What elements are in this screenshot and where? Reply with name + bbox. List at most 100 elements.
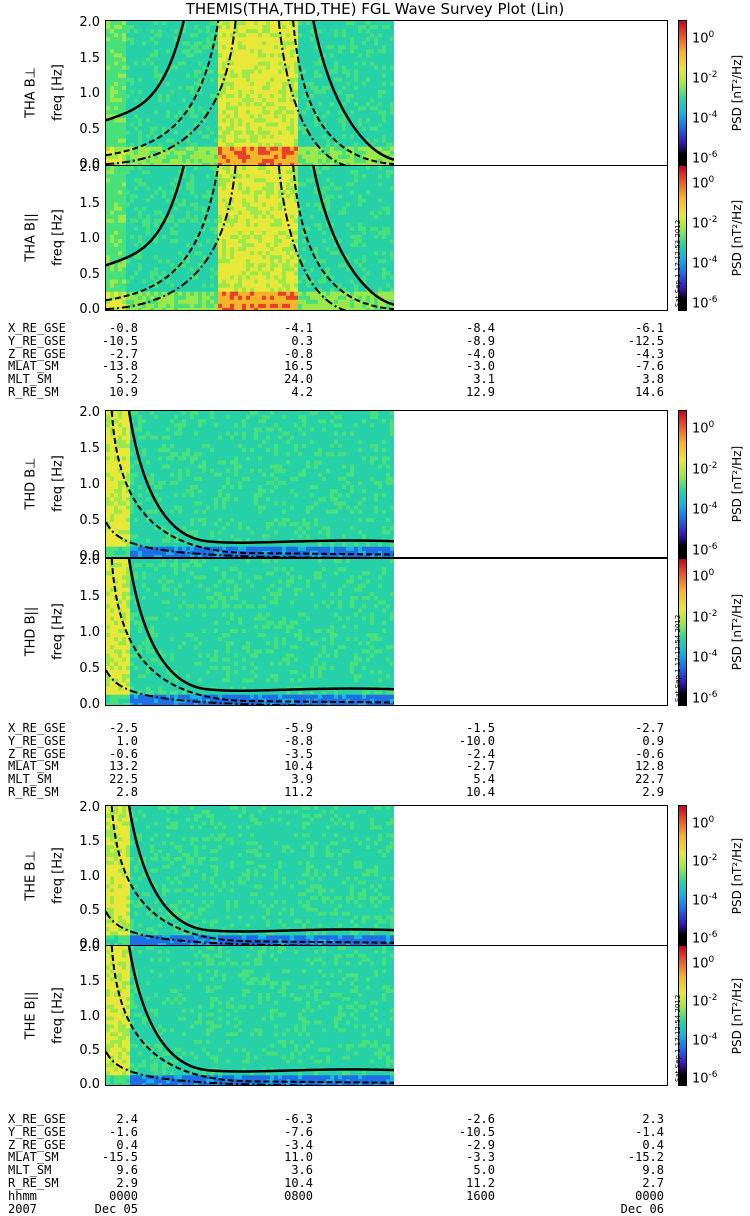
spectrogram-cell [150, 292, 155, 297]
spectrogram-cell [174, 203, 179, 208]
spectrogram-cell [286, 174, 291, 179]
spectrogram-cell [350, 143, 355, 148]
spectrogram-cell [318, 21, 323, 26]
spectrogram-cell [146, 280, 151, 285]
spectrogram-cell [106, 170, 111, 175]
spectrogram-cell [166, 223, 171, 228]
spectrogram-cell [342, 243, 347, 248]
spectrogram-cell [266, 143, 271, 148]
spectrogram-cell [342, 190, 347, 195]
spectrogram-cell [118, 198, 123, 203]
spectrogram-cell [342, 267, 347, 272]
spectrogram-cell [158, 66, 163, 71]
spectrogram-cell [126, 66, 131, 71]
spectrogram-cell [282, 271, 287, 276]
spectrogram-cell [258, 280, 263, 285]
spectrogram-cell [262, 147, 267, 152]
spectrogram-cell [218, 215, 223, 220]
spectrogram-cell [118, 251, 123, 256]
spectrogram-cell [354, 37, 359, 42]
spectrogram-cell [222, 98, 227, 103]
spectrogram-cell [250, 198, 255, 203]
spectrogram-cell [210, 235, 215, 240]
spectrogram-cell [354, 215, 359, 220]
spectrogram-cell [170, 247, 175, 252]
spectrogram-cell [294, 159, 299, 164]
spectrogram-cell [322, 284, 327, 289]
spectrogram-cell [146, 151, 151, 156]
spectrogram-cell [342, 235, 347, 240]
spectrogram-cell [346, 25, 351, 30]
spectrogram-cell [250, 300, 255, 305]
spectrogram-cell [270, 155, 275, 160]
spectrogram-cell [390, 135, 394, 140]
spectrogram-cell [142, 66, 147, 71]
spectrogram-cell [234, 251, 239, 256]
spectrogram-cell [114, 49, 119, 54]
spectrogram-cell [242, 243, 247, 248]
spectrogram-cell [338, 135, 343, 140]
spectrogram-cell [298, 227, 303, 232]
spectrogram-cell [278, 271, 283, 276]
spectrogram-cell [254, 219, 259, 224]
spectrogram-cell [130, 288, 135, 293]
spectrogram-cell [150, 25, 155, 30]
spectrogram-cell [382, 106, 387, 111]
spectrogram-cell [242, 122, 247, 127]
spectrogram-cell [274, 143, 279, 148]
spectrogram-cell [270, 239, 275, 244]
spectrogram-cell [278, 98, 283, 103]
spectrogram-cell [278, 247, 283, 252]
spectrogram-cell [142, 25, 147, 30]
spectrogram-cell [342, 53, 347, 58]
spectrogram-cell [258, 190, 263, 195]
spectrogram-cell [350, 170, 355, 175]
spectrogram-cell [290, 126, 295, 131]
spectrogram-cell [246, 94, 251, 99]
spectrogram-cell [218, 37, 223, 42]
spectrogram-cell [262, 41, 267, 46]
spectrogram-cell [194, 74, 199, 79]
spectrogram-cell [162, 267, 167, 272]
spectrogram-cell [298, 182, 303, 187]
spectrogram-cell [362, 58, 367, 63]
spectrogram-cell [282, 118, 287, 123]
spectrogram-cell [202, 29, 207, 34]
colorbar-tick: 10-4 [692, 109, 718, 125]
spectrogram-cell [142, 219, 147, 224]
spectrogram-cell [286, 98, 291, 103]
spectrogram-cell [230, 292, 235, 297]
spectrogram-cell [142, 292, 147, 297]
spectrogram-cell [262, 251, 267, 256]
spectrogram-cell [274, 235, 279, 240]
spectrogram-cell [270, 255, 275, 260]
spectrogram-cell [134, 276, 139, 281]
spectrogram-cell [294, 166, 299, 171]
spectrogram-cell [338, 25, 343, 30]
spectrogram-cell [374, 29, 379, 34]
spectrogram-cell [262, 143, 267, 148]
spectrogram-cell [162, 49, 167, 54]
spectrogram-cell [154, 267, 159, 272]
spectrogram-cell [162, 186, 167, 191]
spectrogram-cell [166, 25, 171, 30]
spectrogram-cell [154, 66, 159, 71]
spectrogram-cell [354, 304, 359, 309]
spectrogram-cell [238, 78, 243, 83]
spectrogram-cell [142, 58, 147, 63]
spectrogram-cell [218, 170, 223, 175]
spectrogram-cell [178, 215, 183, 220]
spectrogram-cell [138, 255, 143, 260]
spectrogram-cell [174, 166, 179, 171]
spectrogram-cell [138, 166, 143, 171]
spectrogram-cell [210, 25, 215, 30]
spectrogram-cell [214, 186, 219, 191]
spectrogram-cell [138, 178, 143, 183]
spectrogram-cell [302, 147, 307, 152]
spectrogram-cell [246, 255, 251, 260]
spectrogram-cell [378, 82, 383, 87]
spectrogram-cell [342, 178, 347, 183]
spectrogram-cell [122, 231, 127, 236]
spectrogram-cell [178, 58, 183, 63]
spectrogram-cell [114, 122, 119, 127]
